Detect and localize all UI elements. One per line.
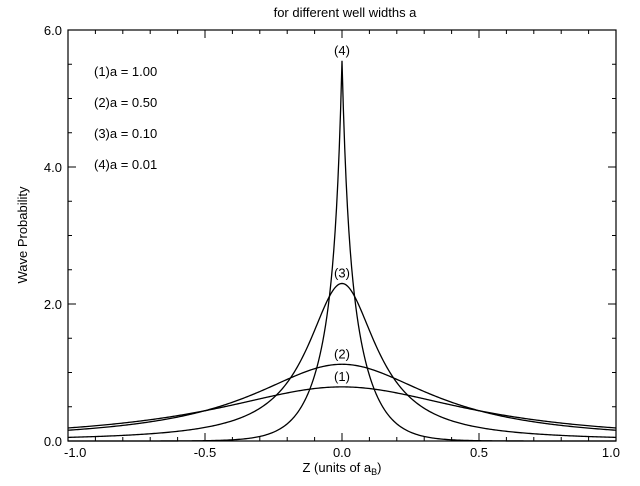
curve-label-2: (2) <box>334 346 350 361</box>
axis-ticks <box>67 29 617 442</box>
chart-title: for different well widths a <box>274 5 418 20</box>
curve-group <box>67 60 617 442</box>
curve-3 <box>67 282 617 439</box>
legend-entry-3: (3)a = 0.10 <box>94 126 157 141</box>
legend: (1)a = 1.00 (2)a = 0.50 (3)a = 0.10 (4)a = … <box>94 64 157 172</box>
x-tick-label: 0.0 <box>333 445 351 460</box>
x-tick-label: 0.5 <box>470 445 488 460</box>
x-axis-label-subscript: B <box>371 467 377 477</box>
axis-tick-labels: -1.0 -0.5 0.0 0.5 1.0 0.0 2.0 4.0 6.0 <box>44 23 620 460</box>
legend-entry-1: (1)a = 1.00 <box>94 64 157 79</box>
curve-4 <box>68 60 616 442</box>
y-tick-label: 0.0 <box>44 434 62 449</box>
x-tick-label: -1.0 <box>64 445 86 460</box>
y-tick-label: 2.0 <box>44 297 62 312</box>
y-axis-label: Wave Probability <box>15 186 30 284</box>
x-axis-label-close: ) <box>377 460 381 475</box>
x-tick-label: -0.5 <box>194 445 216 460</box>
curve-label-3: (3) <box>334 265 350 280</box>
legend-entry-4: (4)a = 0.01 <box>94 157 157 172</box>
x-axis-label: Z (units of aB) <box>303 460 382 477</box>
legend-entry-2: (2)a = 0.50 <box>94 95 157 110</box>
x-tick-label: 1.0 <box>602 445 620 460</box>
curve-2 <box>67 363 617 431</box>
y-tick-label: 6.0 <box>44 23 62 38</box>
curve-1 <box>67 386 617 429</box>
curve-label-1: (1) <box>334 369 350 384</box>
y-tick-label: 4.0 <box>44 160 62 175</box>
curve-label-group: (1) (2) (3) (4) <box>334 43 350 384</box>
curve-label-4: (4) <box>334 43 350 58</box>
x-axis-label-main: Z (units of a <box>303 460 372 475</box>
